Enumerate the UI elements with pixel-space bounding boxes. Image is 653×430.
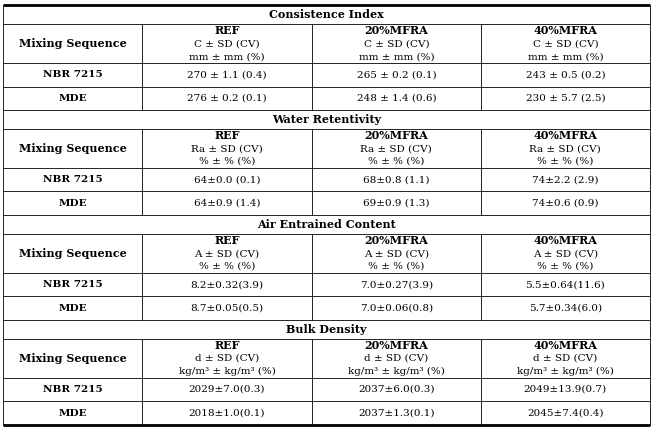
Text: 20%MFRA: 20%MFRA (364, 130, 428, 141)
Text: % ± % (%): % ± % (%) (199, 157, 255, 166)
Text: REF: REF (214, 235, 240, 246)
Text: Mixing Sequence: Mixing Sequence (19, 143, 127, 154)
Text: 40%MFRA: 40%MFRA (534, 235, 597, 246)
Text: 20%MFRA: 20%MFRA (364, 235, 428, 246)
Text: A ± SD (CV): A ± SD (CV) (364, 249, 429, 258)
Text: 7.0±0.06(0.8): 7.0±0.06(0.8) (360, 304, 433, 313)
Text: Ra ± SD (CV): Ra ± SD (CV) (191, 144, 263, 153)
Text: 243 ± 0.5 (0.2): 243 ± 0.5 (0.2) (526, 70, 605, 79)
Text: 8.2±0.32(3.9): 8.2±0.32(3.9) (191, 280, 264, 289)
Text: 68±0.8 (1.1): 68±0.8 (1.1) (363, 175, 430, 184)
Text: 248 ± 1.4 (0.6): 248 ± 1.4 (0.6) (357, 94, 436, 103)
Text: 40%MFRA: 40%MFRA (534, 130, 597, 141)
Text: Bulk Density: Bulk Density (286, 324, 367, 335)
Text: 7.0±0.27(3.9): 7.0±0.27(3.9) (360, 280, 433, 289)
Text: Mixing Sequence: Mixing Sequence (19, 248, 127, 259)
Text: 2037±6.0(0.3): 2037±6.0(0.3) (358, 385, 434, 394)
Text: 2049±13.9(0.7): 2049±13.9(0.7) (524, 385, 607, 394)
Text: Air Entrained Content: Air Entrained Content (257, 219, 396, 230)
Text: REF: REF (214, 130, 240, 141)
Text: 64±0.9 (1.4): 64±0.9 (1.4) (194, 199, 260, 208)
Text: 230 ± 5.7 (2.5): 230 ± 5.7 (2.5) (526, 94, 605, 103)
Text: Ra ± SD (CV): Ra ± SD (CV) (360, 144, 432, 153)
Text: 20%MFRA: 20%MFRA (364, 340, 428, 351)
Text: 69±0.9 (1.3): 69±0.9 (1.3) (363, 199, 430, 208)
Text: MDE: MDE (59, 304, 87, 313)
Text: MDE: MDE (59, 408, 87, 418)
Text: C ± SD (CV): C ± SD (CV) (533, 39, 598, 48)
Text: d ± SD (CV): d ± SD (CV) (364, 354, 428, 363)
Text: 20%MFRA: 20%MFRA (364, 25, 428, 37)
Text: 8.7±0.05(0.5): 8.7±0.05(0.5) (191, 304, 264, 313)
Text: 74±0.6 (0.9): 74±0.6 (0.9) (532, 199, 599, 208)
Text: 5.5±0.64(11.6): 5.5±0.64(11.6) (526, 280, 605, 289)
Text: A ± SD (CV): A ± SD (CV) (533, 249, 598, 258)
Text: MDE: MDE (59, 199, 87, 208)
Text: d ± SD (CV): d ± SD (CV) (195, 354, 259, 363)
Text: kg/m³ ± kg/m³ (%): kg/m³ ± kg/m³ (%) (517, 367, 614, 376)
Text: 2037±1.3(0.1): 2037±1.3(0.1) (358, 408, 434, 418)
Text: % ± % (%): % ± % (%) (368, 262, 424, 271)
Text: 2018±1.0(0.1): 2018±1.0(0.1) (189, 408, 265, 418)
Text: NBR 7215: NBR 7215 (43, 175, 103, 184)
Text: MDE: MDE (59, 94, 87, 103)
Text: 64±0.0 (0.1): 64±0.0 (0.1) (194, 175, 260, 184)
Text: 74±2.2 (2.9): 74±2.2 (2.9) (532, 175, 599, 184)
Text: REF: REF (214, 340, 240, 351)
Text: 276 ± 0.2 (0.1): 276 ± 0.2 (0.1) (187, 94, 267, 103)
Text: Consistence Index: Consistence Index (269, 9, 384, 20)
Text: 40%MFRA: 40%MFRA (534, 340, 597, 351)
Text: % ± % (%): % ± % (%) (537, 262, 594, 271)
Text: Ra ± SD (CV): Ra ± SD (CV) (530, 144, 601, 153)
Text: 2029±7.0(0.3): 2029±7.0(0.3) (189, 385, 265, 394)
Text: mm ± mm (%): mm ± mm (%) (528, 52, 603, 61)
Text: Mixing Sequence: Mixing Sequence (19, 38, 127, 49)
Text: REF: REF (214, 25, 240, 37)
Text: mm ± mm (%): mm ± mm (%) (189, 52, 264, 61)
Text: kg/m³ ± kg/m³ (%): kg/m³ ± kg/m³ (%) (348, 367, 445, 376)
Text: C ± SD (CV): C ± SD (CV) (194, 39, 260, 48)
Text: % ± % (%): % ± % (%) (368, 157, 424, 166)
Text: 40%MFRA: 40%MFRA (534, 25, 597, 37)
Text: 270 ± 1.1 (0.4): 270 ± 1.1 (0.4) (187, 70, 267, 79)
Text: % ± % (%): % ± % (%) (537, 157, 594, 166)
Text: 265 ± 0.2 (0.1): 265 ± 0.2 (0.1) (357, 70, 436, 79)
Text: d ± SD (CV): d ± SD (CV) (534, 354, 597, 363)
Text: NBR 7215: NBR 7215 (43, 70, 103, 79)
Text: NBR 7215: NBR 7215 (43, 385, 103, 394)
Text: A ± SD (CV): A ± SD (CV) (195, 249, 259, 258)
Text: 2045±7.4(0.4): 2045±7.4(0.4) (527, 408, 603, 418)
Text: C ± SD (CV): C ± SD (CV) (364, 39, 429, 48)
Text: Water Retentivity: Water Retentivity (272, 114, 381, 125)
Text: NBR 7215: NBR 7215 (43, 280, 103, 289)
Text: 5.7±0.34(6.0): 5.7±0.34(6.0) (529, 304, 602, 313)
Text: % ± % (%): % ± % (%) (199, 262, 255, 271)
Text: kg/m³ ± kg/m³ (%): kg/m³ ± kg/m³ (%) (178, 367, 276, 376)
Text: Mixing Sequence: Mixing Sequence (19, 353, 127, 364)
Text: mm ± mm (%): mm ± mm (%) (358, 52, 434, 61)
